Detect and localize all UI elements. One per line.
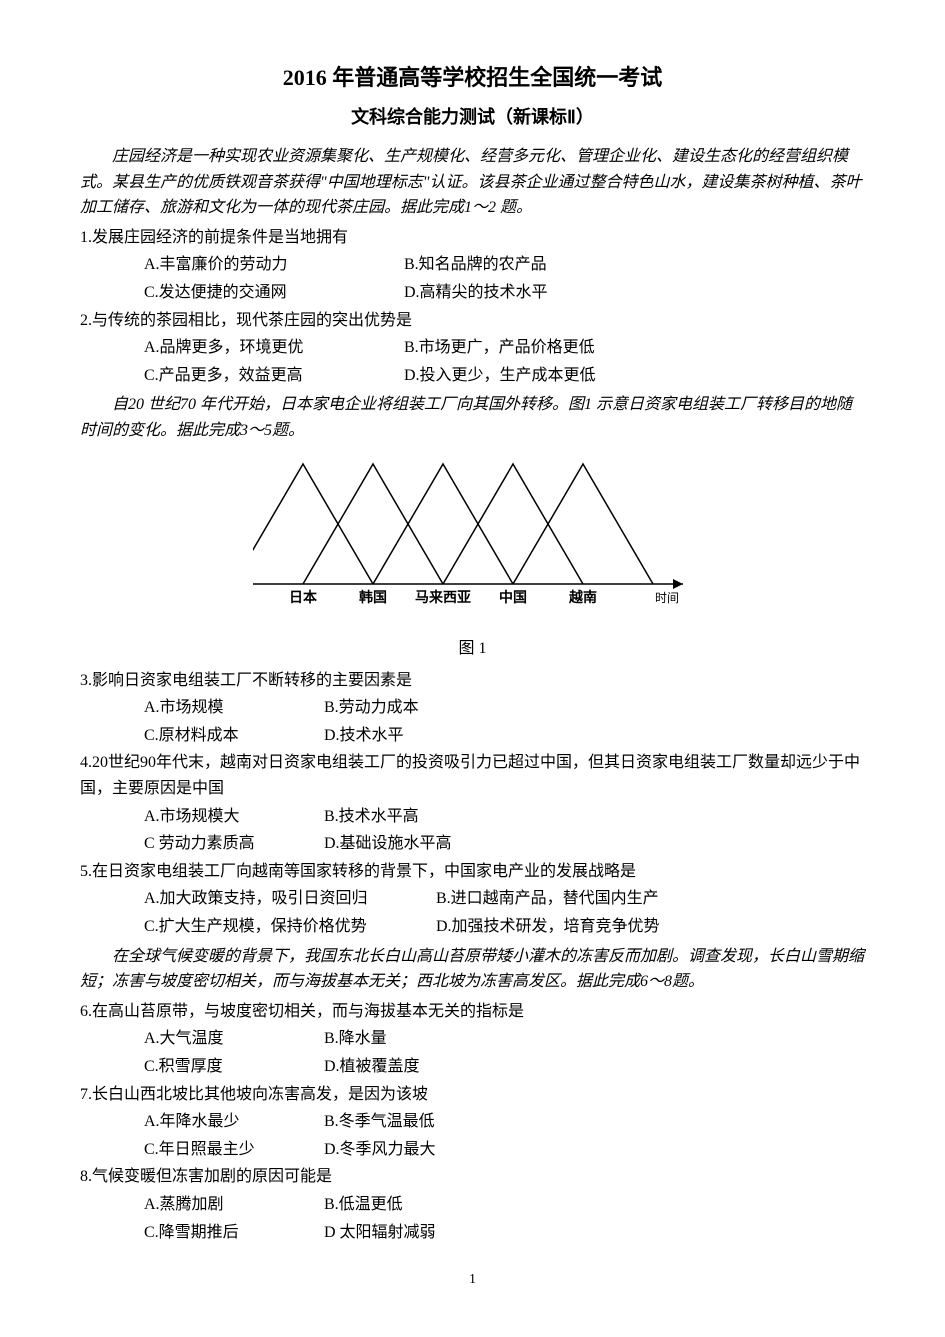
q8-opt-c: C.降雪期推后 <box>144 1220 320 1246</box>
q4-stem: 4.20世纪90年代末，越南对日资家电组装工厂的投资吸引力已超过中国，但其日资家… <box>80 750 865 801</box>
q7-stem: 7.长白山西北坡比其他坡向冻害高发，是因为该坡 <box>80 1082 865 1108</box>
q3-stem: 3.影响日资家电组装工厂不断转移的主要因素是 <box>80 668 865 694</box>
q4-options-row2: C 劳动力素质高 D.基础设施水平高 <box>80 831 865 857</box>
q1-opt-c: C.发达便捷的交通网 <box>144 280 400 306</box>
q3-opt-b: B.劳动力成本 <box>324 695 500 721</box>
q6-opt-c: C.积雪厚度 <box>144 1054 320 1080</box>
q3-options-row2: C.原材料成本 D.技术水平 <box>80 723 865 749</box>
q2-options-row2: C.产品更多，效益更高 D.投入更少，生产成本更低 <box>80 363 865 389</box>
q4-opt-a: A.市场规模大 <box>144 804 320 830</box>
q1-stem: 1.发展庄园经济的前提条件是当地拥有 <box>80 225 865 251</box>
q5-stem: 5.在日资家电组装工厂向越南等国家转移的背景下，中国家电产业的发展战略是 <box>80 859 865 885</box>
q3-opt-d: D.技术水平 <box>324 723 500 749</box>
q8-stem: 8.气候变暖但冻害加剧的原因可能是 <box>80 1164 865 1190</box>
q2-stem: 2.与传统的茶园相比，现代茶庄园的突出优势是 <box>80 308 865 334</box>
q6-opt-a: A.大气温度 <box>144 1026 320 1052</box>
svg-text:越南: 越南 <box>568 589 597 606</box>
q2-opt-d: D.投入更少，生产成本更低 <box>404 363 660 389</box>
main-title: 2016 年普通高等学校招生全国统一考试 <box>80 60 865 95</box>
page-number: 1 <box>80 1269 865 1291</box>
q4-opt-c: C 劳动力素质高 <box>144 831 320 857</box>
figure-1-svg: 日本 韩国 马来西亚 中国 越南 时间 <box>253 454 693 624</box>
q2-options-row1: A.品牌更多，环境更优 B.市场更广，产品价格更低 <box>80 335 865 361</box>
svg-text:韩国: 韩国 <box>359 589 387 606</box>
q7-opt-c: C.年日照最主少 <box>144 1137 320 1163</box>
q6-opt-d: D.植被覆盖度 <box>324 1054 500 1080</box>
q7-opt-b: B.冬季气温最低 <box>324 1109 500 1135</box>
q1-options-row1: A.丰富廉价的劳动力 B.知名品牌的农产品 <box>80 252 865 278</box>
q3-opt-a: A.市场规模 <box>144 695 320 721</box>
passage-1: 庄园经济是一种实现农业资源集聚化、生产规模化、经营多元化、管理企业化、建设生态化… <box>80 144 865 221</box>
q7-options-row1: A.年降水最少 B.冬季气温最低 <box>80 1109 865 1135</box>
q3-options-row1: A.市场规模 B.劳动力成本 <box>80 695 865 721</box>
q5-options-row1: A.加大政策支持，吸引日资回归 B.进口越南产品，替代国内生产 <box>80 886 865 912</box>
q2-opt-c: C.产品更多，效益更高 <box>144 363 400 389</box>
svg-text:时间: 时间 <box>654 591 678 605</box>
q6-options-row1: A.大气温度 B.降水量 <box>80 1026 865 1052</box>
q4-opt-d: D.基础设施水平高 <box>324 831 500 857</box>
q6-options-row2: C.积雪厚度 D.植被覆盖度 <box>80 1054 865 1080</box>
q6-stem: 6.在高山苔原带，与坡度密切相关，而与海拔基本无关的指标是 <box>80 999 865 1025</box>
q1-opt-b: B.知名品牌的农产品 <box>404 252 660 278</box>
q5-opt-a: A.加大政策支持，吸引日资回归 <box>144 886 432 912</box>
q7-opt-d: D.冬季风力最大 <box>324 1137 500 1163</box>
q1-options-row2: C.发达便捷的交通网 D.高精尖的技术水平 <box>80 280 865 306</box>
q5-options-row2: C.扩大生产规模，保持价格优势 D.加强技术研发，培育竞争优势 <box>80 914 865 940</box>
q1-opt-d: D.高精尖的技术水平 <box>404 280 660 306</box>
svg-text:中国: 中国 <box>499 589 527 606</box>
svg-text:马来西亚: 马来西亚 <box>415 590 471 606</box>
figure-1-caption: 图 1 <box>80 636 865 662</box>
q8-opt-a: A.蒸腾加剧 <box>144 1192 320 1218</box>
svg-text:日本: 日本 <box>289 589 318 606</box>
q6-opt-b: B.降水量 <box>324 1026 500 1052</box>
sub-title: 文科综合能力测试（新课标Ⅱ） <box>80 103 865 132</box>
q7-options-row2: C.年日照最主少 D.冬季风力最大 <box>80 1137 865 1163</box>
q2-opt-b: B.市场更广，产品价格更低 <box>404 335 660 361</box>
q5-opt-c: C.扩大生产规模，保持价格优势 <box>144 914 432 940</box>
q8-opt-b: B.低温更低 <box>324 1192 500 1218</box>
passage-2: 自20 世纪70 年代开始，日本家电企业将组装工厂向其国外转移。图1 示意日资家… <box>80 392 865 443</box>
passage-3: 在全球气候变暖的背景下，我国东北长白山高山苔原带矮小灌木的冻害反而加剧。调查发现… <box>80 944 865 995</box>
q2-opt-a: A.品牌更多，环境更优 <box>144 335 400 361</box>
q5-opt-b: B.进口越南产品，替代国内生产 <box>436 886 724 912</box>
q8-opt-d: D 太阳辐射减弱 <box>324 1220 500 1246</box>
q8-options-row1: A.蒸腾加剧 B.低温更低 <box>80 1192 865 1218</box>
q3-opt-c: C.原材料成本 <box>144 723 320 749</box>
q4-opt-b: B.技术水平高 <box>324 804 500 830</box>
q5-opt-d: D.加强技术研发，培育竞争优势 <box>436 914 724 940</box>
q8-options-row2: C.降雪期推后 D 太阳辐射减弱 <box>80 1220 865 1246</box>
q1-opt-a: A.丰富廉价的劳动力 <box>144 252 400 278</box>
q4-options-row1: A.市场规模大 B.技术水平高 <box>80 804 865 830</box>
q7-opt-a: A.年降水最少 <box>144 1109 320 1135</box>
figure-1: 日本 韩国 马来西亚 中国 越南 时间 <box>80 454 865 633</box>
